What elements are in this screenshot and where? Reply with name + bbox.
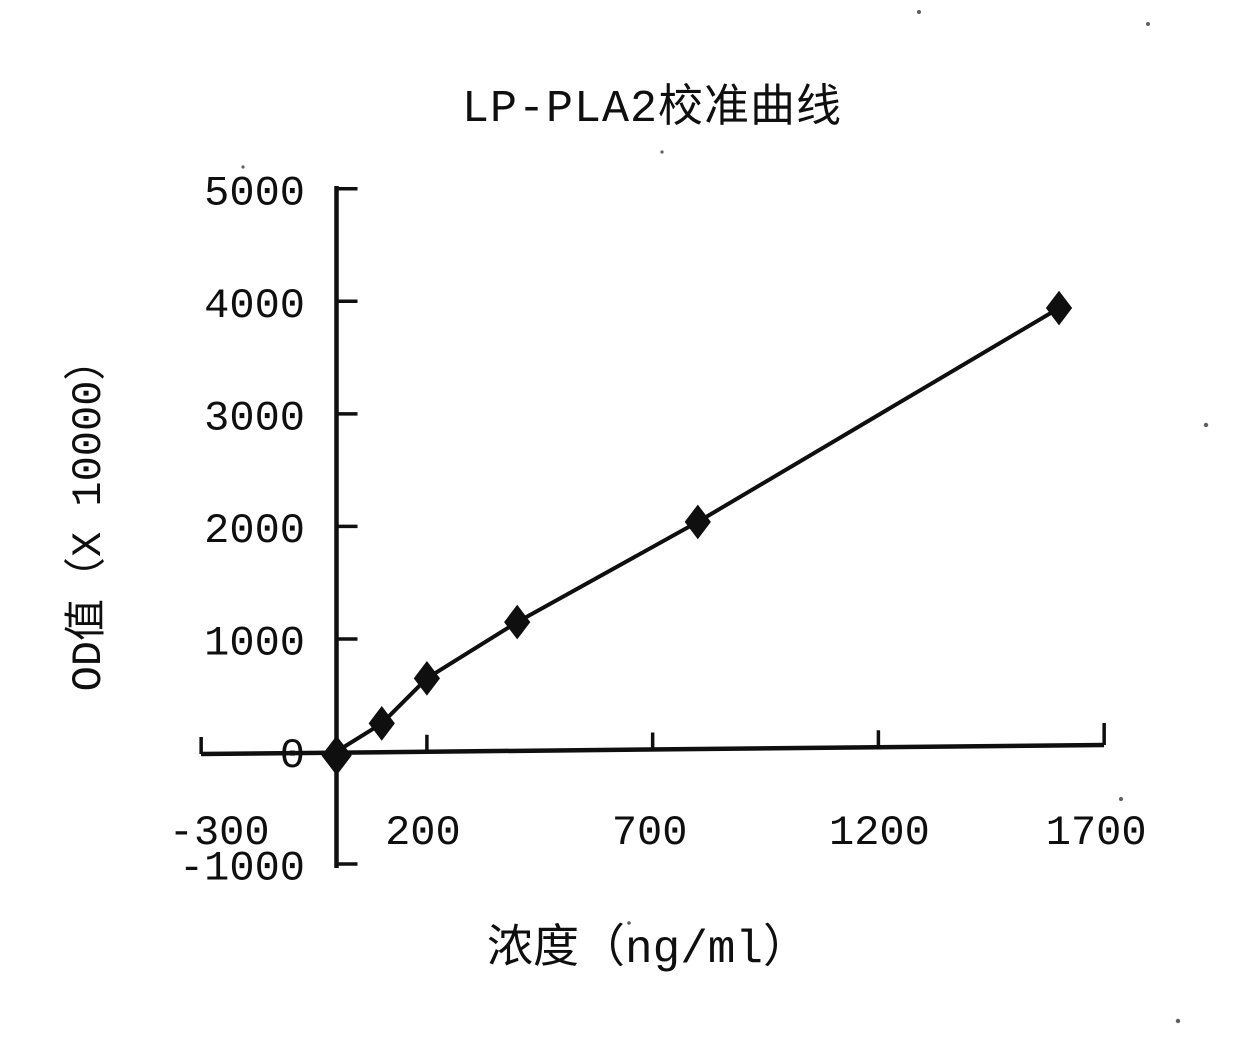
y-tick-label: 5000: [204, 169, 305, 217]
scan-speck: [1175, 1018, 1181, 1024]
y-tick-label: 4000: [204, 282, 305, 330]
data-point-diamond: [368, 706, 395, 741]
data-points-group: [321, 290, 1073, 776]
x-tick-group: -300 200 700 1200 1700: [169, 722, 1147, 857]
y-tick-group: 5000 4000 3000 2000 1000 0 -1000: [179, 169, 358, 893]
x-tick-label: 700: [612, 809, 688, 857]
scan-speck: [660, 150, 664, 154]
x-tick-label: -300: [169, 809, 270, 857]
scan-speck: [627, 921, 631, 925]
chart-title: LP-PLA2校准曲线: [462, 82, 842, 135]
data-point-diamond: [684, 504, 711, 540]
y-tick-label: -1000: [179, 845, 305, 893]
data-point-diamond: [321, 735, 352, 776]
y-tick-label: 0: [280, 732, 305, 780]
scan-noise-group: [241, 10, 1209, 1024]
data-point-diamond: [413, 661, 441, 696]
x-tick-label: 1700: [1046, 809, 1147, 857]
y-tick-label: 1000: [204, 619, 305, 667]
x-axis-title: 浓度（ng/ml）: [487, 923, 809, 976]
data-point-diamond: [1045, 290, 1073, 326]
y-tick-label: 2000: [204, 507, 305, 555]
x-axis-line: [200, 742, 1105, 757]
data-point-diamond: [504, 604, 531, 640]
y-axis-title: OD值（X 10000）: [64, 339, 113, 692]
scan-speck: [241, 165, 245, 169]
scan-speck: [917, 10, 921, 14]
scan-speck: [1203, 422, 1209, 428]
x-tick-label: 1200: [829, 809, 930, 857]
scan-speck: [1146, 22, 1150, 26]
scan-speck: [1119, 797, 1123, 801]
y-tick-label: 3000: [204, 394, 305, 442]
x-tick-label: 200: [385, 809, 461, 857]
